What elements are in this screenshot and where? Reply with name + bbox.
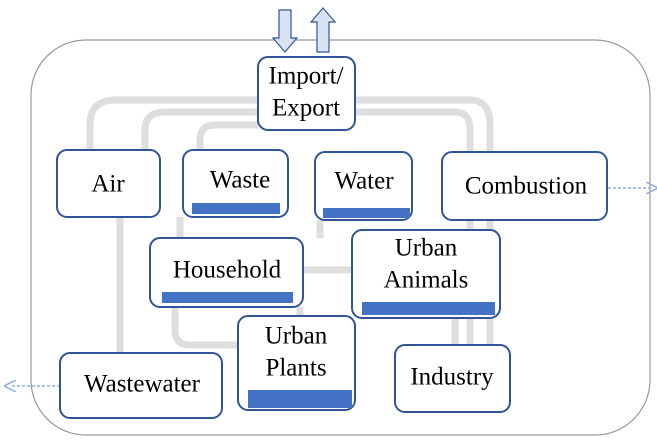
node-box	[394, 344, 511, 413]
urban-plants-node: Urban Plants	[237, 315, 356, 411]
node-label: Export	[272, 95, 340, 122]
waste-node: Waste	[182, 149, 289, 218]
node-box	[182, 149, 289, 218]
import-arrows	[10, 7, 652, 386]
node-box	[314, 151, 413, 221]
node-box	[56, 149, 161, 218]
node-label: Waste	[210, 167, 270, 194]
wastewater-node: Wastewater	[59, 352, 223, 419]
node-box	[441, 151, 608, 221]
node-bar	[162, 292, 293, 303]
node-label: Combustion	[465, 173, 588, 200]
node-label: Water	[334, 168, 394, 195]
import-export-node: Import/ Export	[257, 56, 356, 131]
node-label: Import/	[269, 63, 344, 90]
water-node: Water	[314, 151, 413, 221]
node-label: Air	[91, 171, 125, 198]
urban-animals-node: Urban Animals	[351, 229, 501, 319]
node-bar	[323, 208, 410, 218]
node-label: Plants	[265, 355, 326, 382]
node-label: Household	[173, 257, 282, 284]
node-bar	[362, 302, 495, 315]
household-node: Household	[149, 237, 304, 308]
air-node: Air	[56, 149, 161, 218]
node-bar	[192, 203, 280, 214]
combustion-node: Combustion	[441, 151, 608, 221]
node-box	[237, 315, 356, 411]
node-bar	[248, 390, 352, 408]
node-label: Industry	[410, 364, 494, 391]
node-box	[149, 237, 304, 308]
node-label: Animals	[384, 267, 469, 294]
node-box	[59, 352, 223, 419]
export-arrow	[309, 7, 337, 53]
node-box	[257, 56, 356, 131]
industry-node: Industry	[394, 344, 511, 413]
node-label: Urban	[265, 323, 328, 350]
import-arrow	[271, 9, 299, 53]
node-label: Wastewater	[84, 371, 201, 398]
node-label: Urban	[395, 235, 458, 262]
node-box	[351, 229, 501, 319]
system-boundary	[30, 39, 651, 436]
